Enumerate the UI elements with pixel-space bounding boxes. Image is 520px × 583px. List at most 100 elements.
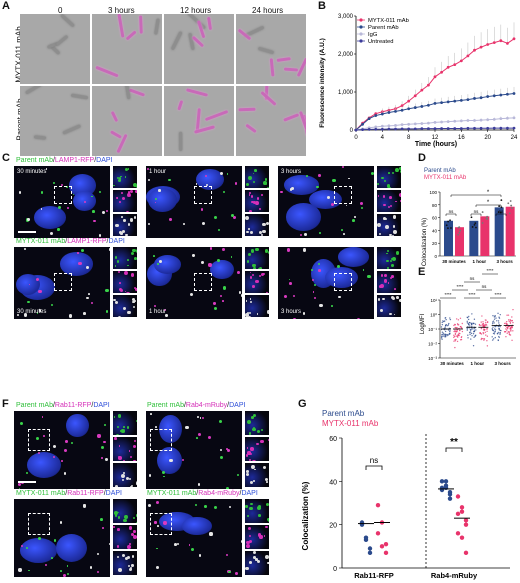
e-point bbox=[472, 345, 475, 347]
inset-punctum bbox=[132, 459, 136, 461]
punctum bbox=[50, 303, 54, 307]
b-legend-label: Untreated bbox=[368, 39, 393, 45]
e-sig-label: **** bbox=[486, 268, 493, 273]
nucleus bbox=[153, 255, 181, 275]
punctum bbox=[360, 202, 364, 206]
inset-punctum bbox=[399, 298, 401, 302]
b-data-point bbox=[492, 117, 496, 121]
e-point bbox=[455, 318, 458, 320]
confocal-inset bbox=[113, 247, 137, 269]
e-point bbox=[442, 332, 445, 334]
inset-punctum bbox=[248, 193, 251, 196]
d-x-tick-label: 3 hours bbox=[497, 259, 514, 264]
punctum bbox=[292, 295, 295, 298]
d-bar-point bbox=[508, 212, 511, 215]
g-y-tick-label: 60 bbox=[329, 436, 337, 443]
d-sig-bracket bbox=[475, 204, 502, 207]
punctum bbox=[338, 295, 341, 298]
punctum bbox=[200, 208, 204, 211]
g-point bbox=[383, 550, 389, 556]
b-x-tick-label: 8 bbox=[407, 135, 411, 141]
e-point bbox=[469, 333, 471, 336]
punctum bbox=[311, 268, 314, 272]
inset-punctum bbox=[126, 556, 130, 560]
punctum bbox=[367, 274, 371, 278]
b-data-point bbox=[413, 127, 417, 131]
e-point bbox=[454, 329, 456, 331]
inset-punctum bbox=[127, 223, 130, 226]
confocal-main-image: 3 hours bbox=[278, 247, 374, 319]
e-point bbox=[466, 328, 468, 330]
b-data-point bbox=[466, 126, 470, 130]
inset-punctum bbox=[129, 218, 134, 222]
e-point bbox=[508, 333, 511, 335]
inset-punctum bbox=[251, 274, 254, 277]
time-label: 3 hours bbox=[281, 169, 302, 175]
b-data-point bbox=[387, 127, 391, 131]
b-data-point bbox=[479, 118, 483, 122]
b-data-point bbox=[499, 39, 503, 43]
e-point bbox=[486, 345, 489, 347]
roi-box bbox=[194, 273, 212, 291]
punctum bbox=[196, 436, 199, 439]
cell-shape bbox=[110, 111, 118, 123]
e-point bbox=[505, 328, 507, 330]
inset-punctum bbox=[257, 514, 261, 518]
punctum bbox=[332, 179, 336, 183]
punctum bbox=[67, 206, 70, 209]
d-sig-label: * bbox=[487, 200, 490, 206]
inset-punctum bbox=[256, 443, 259, 446]
inset-punctum bbox=[252, 267, 256, 269]
b-data-point bbox=[512, 116, 516, 120]
inset-punctum bbox=[128, 543, 131, 545]
g-point bbox=[463, 550, 469, 556]
punctum bbox=[36, 312, 39, 314]
nucleus bbox=[56, 534, 88, 563]
punctum bbox=[318, 269, 322, 273]
c-top-cap-c: DAPI bbox=[96, 157, 113, 164]
punctum bbox=[360, 207, 363, 210]
d-bar-point bbox=[445, 224, 448, 227]
e-point bbox=[506, 326, 508, 329]
nucleus bbox=[26, 451, 61, 478]
punctum bbox=[201, 260, 205, 264]
inset-punctum bbox=[258, 230, 262, 234]
b-data-point bbox=[459, 98, 463, 102]
punctum bbox=[209, 532, 213, 536]
g-sig-bracket bbox=[445, 447, 463, 452]
e-point bbox=[509, 319, 511, 321]
inset-punctum bbox=[257, 533, 262, 537]
e-point bbox=[510, 330, 512, 332]
inset-punctum bbox=[381, 176, 384, 180]
d-sig-bracket bbox=[470, 213, 482, 216]
cell-shape bbox=[185, 87, 208, 97]
inset-punctum bbox=[262, 222, 267, 227]
f-tl-c: DAPI bbox=[93, 402, 110, 409]
e-point bbox=[499, 333, 501, 335]
b-data-point bbox=[446, 65, 450, 69]
d-bar-point bbox=[457, 233, 460, 236]
inset-punctum bbox=[383, 279, 388, 283]
e-point bbox=[498, 322, 500, 324]
inset-punctum bbox=[254, 468, 257, 471]
inset-punctum bbox=[245, 454, 249, 457]
inset-punctum bbox=[252, 414, 256, 418]
punctum bbox=[154, 521, 157, 524]
b-data-point bbox=[479, 45, 483, 49]
e-point bbox=[493, 318, 496, 320]
inset-punctum bbox=[133, 216, 137, 219]
d-legend-parent: Parent mAb bbox=[424, 168, 456, 174]
b-x-tick-label: 4 bbox=[381, 135, 385, 141]
punctum bbox=[44, 563, 47, 566]
inset-punctum bbox=[130, 484, 134, 487]
e-point bbox=[480, 321, 482, 323]
inset-punctum bbox=[113, 184, 115, 187]
e-point bbox=[510, 326, 512, 329]
b-data-point bbox=[492, 126, 496, 130]
punctum bbox=[37, 451, 40, 454]
inset-punctum bbox=[256, 312, 259, 315]
e-point bbox=[472, 322, 474, 325]
e-point bbox=[481, 315, 483, 317]
punctum bbox=[96, 570, 99, 573]
cell-shape bbox=[245, 123, 258, 133]
